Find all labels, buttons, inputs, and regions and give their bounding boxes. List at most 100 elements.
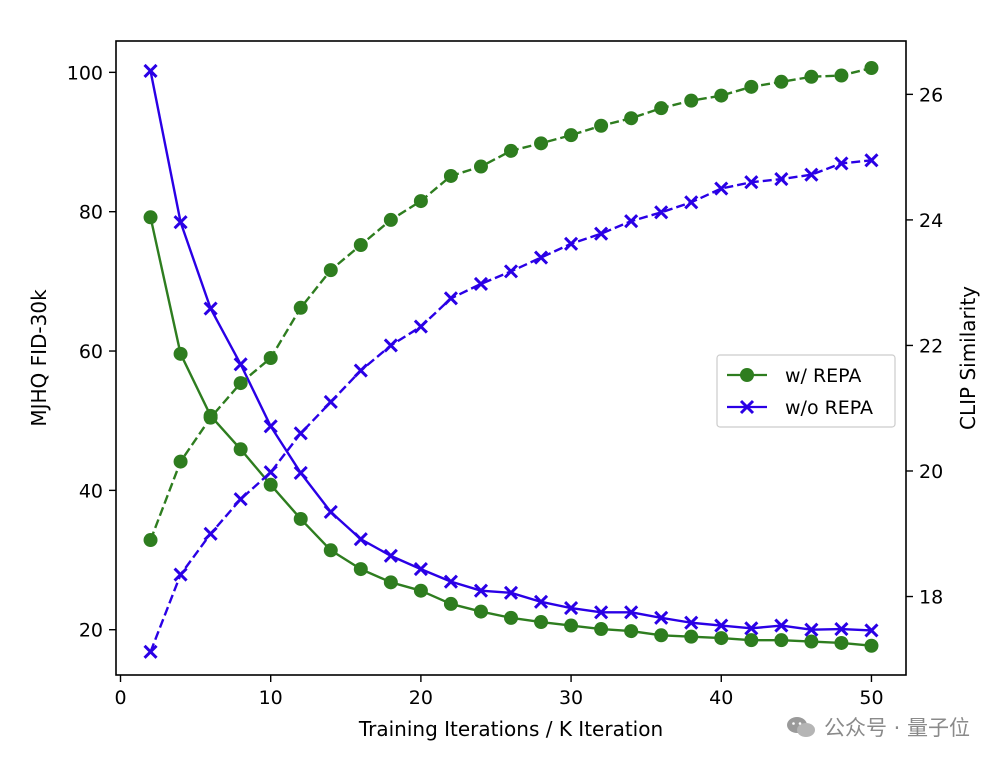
data-point xyxy=(624,605,639,620)
data-point xyxy=(293,426,308,441)
legend-box xyxy=(716,354,896,428)
data-point xyxy=(443,596,458,611)
data-point xyxy=(744,621,759,636)
data-point xyxy=(443,574,458,589)
legend-item-repa: w/ REPA xyxy=(727,365,861,387)
data-point xyxy=(804,69,819,84)
x-tick-label: 10 xyxy=(259,687,283,709)
data-point xyxy=(684,195,699,210)
data-point xyxy=(804,622,819,637)
data-point xyxy=(443,168,458,183)
data-point xyxy=(233,442,248,457)
series-layer xyxy=(143,60,879,659)
data-point xyxy=(143,644,158,659)
data-point xyxy=(864,60,879,75)
legend-label-repa: w/ REPA xyxy=(785,365,861,387)
y-left-tick-label: 20 xyxy=(79,620,103,642)
data-point xyxy=(233,357,248,372)
data-point xyxy=(323,394,338,410)
y-right-tick-label: 20 xyxy=(919,461,943,483)
x-axis-title: Training Iterations / K Iteration xyxy=(358,717,663,741)
data-point xyxy=(564,618,579,633)
data-point xyxy=(834,68,849,83)
data-point xyxy=(804,167,819,182)
data-point xyxy=(774,172,789,187)
data-point xyxy=(413,319,428,334)
data-point xyxy=(504,610,518,625)
data-point xyxy=(564,128,579,143)
y-axis-left-title: MJHQ FID-30k xyxy=(27,289,51,427)
y-right-tick-label: 24 xyxy=(919,210,943,232)
data-point xyxy=(383,338,398,353)
y-left-tick-label: 60 xyxy=(79,341,103,363)
data-point xyxy=(564,236,579,251)
data-point xyxy=(533,594,549,609)
data-point xyxy=(654,101,669,116)
data-point xyxy=(804,634,819,649)
data-point xyxy=(383,212,398,227)
data-point xyxy=(173,346,188,361)
data-point xyxy=(834,621,849,637)
series-2 xyxy=(143,60,879,548)
data-point xyxy=(323,504,338,520)
data-point xyxy=(143,533,158,548)
data-point xyxy=(654,205,669,220)
data-point xyxy=(443,291,458,306)
data-point xyxy=(233,376,248,391)
data-point xyxy=(503,585,519,600)
data-point xyxy=(203,301,218,316)
data-point xyxy=(594,118,609,133)
data-point xyxy=(534,615,549,630)
data-point xyxy=(834,635,849,650)
y-axis-right: 18 20 22 24 26 xyxy=(906,84,943,609)
data-point xyxy=(353,363,368,378)
watermark-text: 公众号 · 量子位 xyxy=(823,716,970,740)
data-point xyxy=(594,622,609,637)
x-axis: 0 10 20 30 40 50 xyxy=(114,675,884,709)
data-point xyxy=(744,175,759,190)
data-point xyxy=(233,492,248,507)
watermark: 公众号 · 量子位 xyxy=(786,712,970,742)
data-point xyxy=(714,181,729,196)
y-right-tick-label: 18 xyxy=(919,587,943,609)
data-point xyxy=(624,214,639,229)
x-tick-label: 40 xyxy=(709,687,733,709)
y-left-tick-label: 80 xyxy=(79,202,103,224)
y-axis-left: 20 40 60 80 100 xyxy=(67,62,116,642)
data-point xyxy=(323,543,338,558)
data-point xyxy=(203,526,218,541)
data-point xyxy=(473,159,488,174)
series-line xyxy=(149,217,872,647)
x-tick-label: 30 xyxy=(559,687,583,709)
data-point xyxy=(684,615,699,630)
data-point xyxy=(263,351,278,365)
plot-frame xyxy=(115,40,907,676)
y-right-tick-label: 26 xyxy=(919,84,943,106)
data-point xyxy=(624,624,639,639)
data-point xyxy=(173,454,188,469)
data-point xyxy=(624,111,639,126)
data-point xyxy=(774,618,789,633)
series-3 xyxy=(143,153,879,659)
data-point xyxy=(413,194,428,209)
data-point xyxy=(714,631,729,646)
data-point xyxy=(864,638,879,653)
data-point xyxy=(383,575,398,590)
data-point xyxy=(864,153,879,168)
legend-marker-no-repa xyxy=(739,399,755,415)
x-tick-label: 0 xyxy=(114,687,126,709)
data-point xyxy=(774,74,789,89)
data-point xyxy=(834,156,849,171)
data-point xyxy=(293,465,308,481)
x-tick-label: 50 xyxy=(859,687,883,709)
data-point xyxy=(504,143,518,158)
data-point xyxy=(564,601,579,616)
data-point xyxy=(473,276,489,291)
data-point xyxy=(594,226,609,241)
data-point xyxy=(533,250,549,265)
data-point xyxy=(684,93,699,108)
data-point xyxy=(684,629,699,644)
data-point xyxy=(263,419,278,434)
data-point xyxy=(173,215,188,230)
